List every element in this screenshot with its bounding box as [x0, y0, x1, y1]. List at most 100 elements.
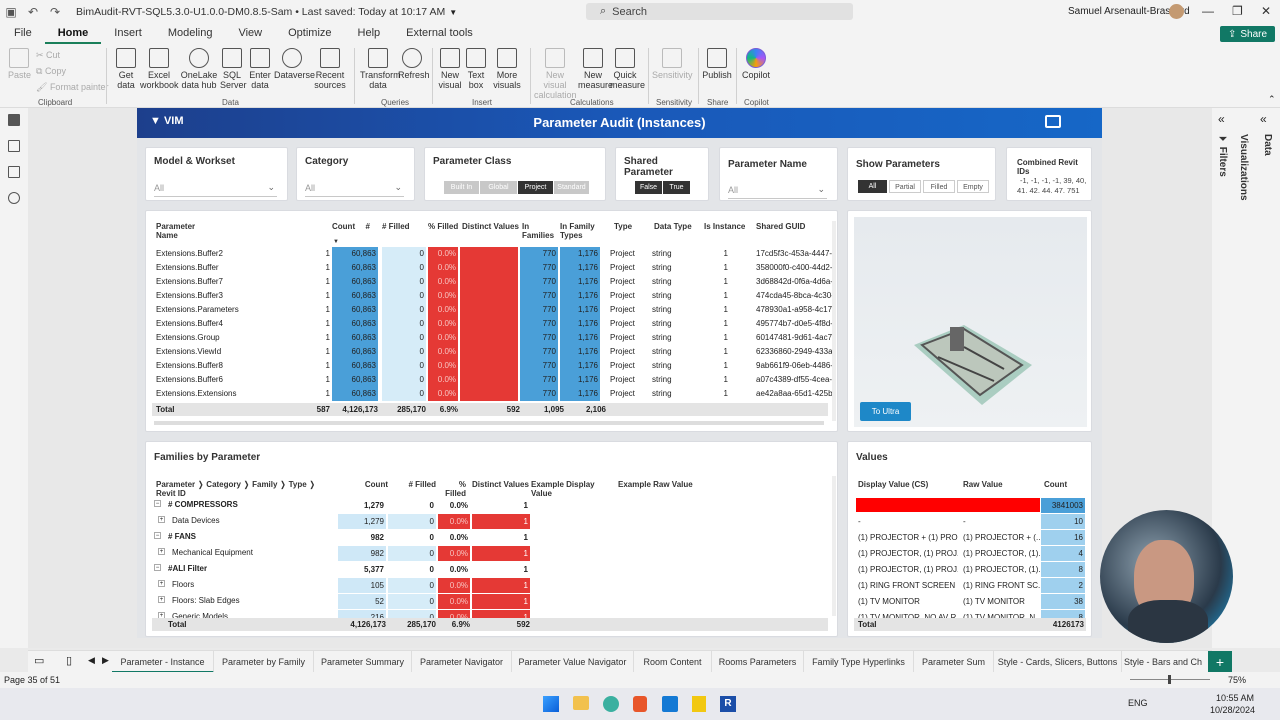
menu-help[interactable]: Help	[357, 27, 381, 39]
values-row[interactable]: (1) PROJECTOR, (1) PROJ... (1) PROJECTOR,…	[848, 546, 1088, 562]
next-page-icon[interactable]: ▶	[102, 655, 109, 665]
new-visual-button[interactable]: New visual	[438, 48, 462, 90]
tab-page[interactable]: Parameter Summary	[314, 651, 412, 673]
mobile-layout-icon[interactable]: ▯	[66, 655, 73, 667]
close-icon[interactable]: ✕	[1261, 4, 1272, 18]
families-header-1[interactable]: Count	[364, 480, 388, 489]
families-row[interactable]: − #ALI Filter 5,377 0 0.0% 1	[146, 562, 826, 578]
enter-data-button[interactable]: Enter data	[248, 48, 272, 90]
collapse-icon[interactable]: −	[154, 500, 161, 507]
sql-server-button[interactable]: SQL Server	[220, 48, 247, 90]
families-header-3[interactable]: % Filled	[445, 480, 466, 498]
slicer-parameter-class[interactable]: Parameter Class Built In Global Project …	[424, 147, 606, 201]
slicer-shared-parameter[interactable]: Shared Parameter False True	[615, 147, 709, 201]
refresh-button[interactable]: Refresh	[398, 48, 430, 80]
chip-standard[interactable]: Standard	[554, 181, 589, 194]
slicer-model-workset[interactable]: Model & Workset All ⌄	[145, 147, 288, 201]
values-header-1[interactable]: Raw Value	[963, 480, 1003, 489]
table-row[interactable]: Extensions.Buffer 1 60,863 0 0.0% 770 1,176 Pro…	[146, 261, 833, 275]
collapse-icon[interactable]: −	[154, 532, 161, 539]
onelake-button[interactable]: OneLake data hub	[180, 48, 218, 90]
chip-true[interactable]: True	[663, 181, 690, 194]
header-0[interactable]: Parameter Name	[156, 222, 196, 240]
clock-date[interactable]: 10/28/2024	[1210, 705, 1256, 715]
header-6[interactable]: In Families	[522, 222, 555, 240]
excel-workbook-button[interactable]: Excel workbook	[140, 48, 179, 90]
tab-page[interactable]: Family Type Hyperlinks	[804, 651, 914, 673]
desktop-layout-icon[interactable]: ▭	[34, 655, 45, 667]
edge-icon[interactable]	[603, 696, 619, 712]
menu-home[interactable]: Home	[44, 24, 102, 44]
menu-insert[interactable]: Insert	[114, 27, 142, 39]
more-visuals-button[interactable]: More visuals	[490, 48, 524, 90]
header-7[interactable]: In Family Types	[560, 222, 595, 240]
report-view-icon[interactable]	[8, 114, 20, 126]
new-visual-calculation-button[interactable]: New visual calculation	[534, 48, 577, 100]
table-row[interactable]: Extensions.ViewId 1 60,863 0 0.0% 770 1,176 Pro…	[146, 345, 833, 359]
table-view-icon[interactable]	[8, 140, 20, 152]
table-row[interactable]: Extensions.Buffer6 1 60,863 0 0.0% 770 1,176 Pr…	[146, 373, 832, 387]
table-row[interactable]: Extensions.Group 1 60,863 0 0.0% 770 1,176 Proj…	[146, 331, 832, 345]
minimize-icon[interactable]: —	[1202, 4, 1214, 18]
families-header-6[interactable]: Example Raw Value	[618, 480, 693, 489]
language-indicator[interactable]: ENG	[1128, 698, 1148, 708]
collapse-visualizations-icon[interactable]: «	[1260, 112, 1267, 126]
chip-global[interactable]: Global	[480, 181, 517, 194]
table-row[interactable]: Extensions.Buffer2 1 60,863 0 0.0% 770 1,176 Pr…	[146, 247, 832, 261]
menu-optimize[interactable]: Optimize	[288, 27, 332, 39]
families-row[interactable]: − # COMPRESSORS 1,279 0 0.0% 1	[146, 498, 826, 514]
add-page-button[interactable]: +	[1208, 651, 1232, 673]
chip-empty[interactable]: Empty	[957, 180, 989, 193]
values-header-0[interactable]: Display Value (CS)	[858, 480, 929, 489]
format-painter-button[interactable]: 🖌 Format painter	[36, 82, 109, 92]
windows-start-icon[interactable]	[543, 696, 559, 712]
families-header-2[interactable]: # Filled	[408, 480, 436, 489]
chip-built-in[interactable]: Built In	[444, 181, 479, 194]
tab-page[interactable]: Parameter by Family	[214, 651, 314, 673]
tab-page[interactable]: Parameter - Instance	[112, 651, 214, 673]
menu-modeling[interactable]: Modeling	[167, 27, 213, 39]
values-row[interactable]: (1) RING FRONT SCREEN ... (1) RING FRONT …	[848, 578, 1088, 594]
tab-page[interactable]: Room Content	[634, 651, 712, 673]
families-header-0[interactable]: Parameter ❭ Category ❭ Family ❭ Type ❭ R…	[156, 480, 316, 498]
expand-icon[interactable]: +	[158, 516, 165, 523]
expand-icon[interactable]: +	[158, 596, 165, 603]
families-header-4[interactable]: Distinct Values	[472, 480, 529, 489]
table-row[interactable]: Extensions.Buffer8 1 60,863 0 0.0% 770 1,176 Pr…	[146, 359, 833, 373]
header-5[interactable]: Distinct Values	[462, 222, 519, 231]
collapse-icon[interactable]: −	[154, 564, 161, 571]
cut-button[interactable]: ✂ Cut	[36, 50, 61, 60]
families-row[interactable]: + Floors 105 0 0.0% 1	[146, 578, 826, 594]
paste-button[interactable]: Paste	[8, 48, 31, 80]
tab-page[interactable]: Style - Cards, Slicers, Buttons	[994, 651, 1122, 673]
values-row[interactable]: - - 10	[848, 514, 1088, 530]
tab-page[interactable]: Parameter Sum	[914, 651, 994, 673]
monitor-icon[interactable]	[1045, 115, 1061, 128]
redo-icon[interactable]: ↷	[49, 5, 61, 19]
chip-project[interactable]: Project	[518, 181, 553, 194]
parameter-name-dropdown[interactable]: All ⌄	[728, 184, 827, 199]
expand-icon[interactable]: +	[158, 580, 165, 587]
collapse-ribbon-icon[interactable]: ⌃	[1268, 94, 1276, 104]
tab-page[interactable]: Style - Bars and Ch	[1123, 657, 1203, 667]
transform-data-button[interactable]: Transform data	[360, 48, 401, 90]
undo-icon[interactable]: ↶	[27, 5, 39, 19]
header-2[interactable]: Count	[332, 222, 356, 231]
model-workset-dropdown[interactable]: All ⌄	[154, 182, 277, 197]
vertical-scrollbar[interactable]	[832, 476, 836, 616]
families-row[interactable]: + Floors: Slab Edges 52 0 0.0% 1	[146, 594, 826, 610]
table-row[interactable]: Extensions.Buffer7 1 60,863 0 0.0% 770 1,176 Pr…	[146, 275, 833, 289]
zoom-slider-thumb[interactable]	[1168, 675, 1171, 684]
chip-all[interactable]: All	[858, 180, 887, 193]
brave-icon[interactable]	[633, 696, 647, 712]
data-pane[interactable]: Data	[1262, 134, 1273, 156]
table-row[interactable]: Extensions.Parameters 1 60,863 0 0.0% 770 1,17…	[146, 303, 832, 317]
header-9[interactable]: Data Type	[654, 222, 692, 231]
header-8[interactable]: Type	[614, 222, 633, 231]
table-row[interactable]: Extensions.Buffer3 1 60,863 0 0.0% 770 1,176 Pr…	[146, 289, 834, 303]
save-icon[interactable]: ▣	[5, 5, 17, 19]
text-box-button[interactable]: Text box	[464, 48, 488, 90]
tab-page[interactable]: Parameter Value Navigator	[512, 651, 634, 673]
file-explorer-icon[interactable]	[573, 696, 589, 710]
slicer-show-parameters[interactable]: Show Parameters All Partial Filled Empty	[847, 147, 996, 201]
